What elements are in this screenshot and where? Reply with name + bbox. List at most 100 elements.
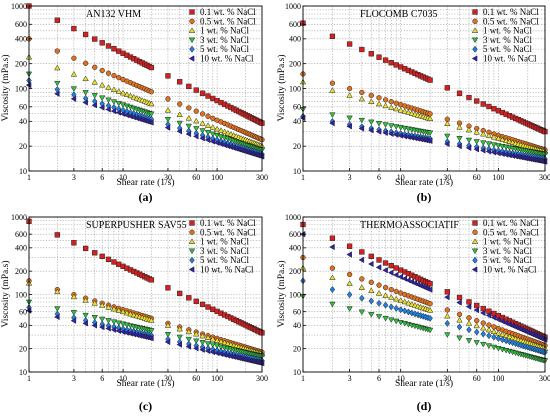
data-point — [91, 299, 98, 306]
y-axis-label: Viscosity (mPa.s) — [0, 55, 11, 122]
data-point — [329, 235, 336, 241]
data-point — [54, 80, 61, 87]
data-point — [186, 105, 192, 111]
data-point — [185, 336, 192, 343]
data-point — [148, 335, 154, 342]
legend-marker — [189, 229, 195, 235]
legend-entry: 1 wt. % NaCl — [483, 26, 532, 36]
data-point — [426, 286, 433, 293]
data-point — [148, 64, 155, 71]
data-point — [105, 84, 112, 90]
data-point — [217, 127, 225, 133]
data-point — [387, 269, 394, 276]
data-point — [490, 142, 498, 148]
series-2 — [26, 36, 265, 143]
data-point — [465, 338, 473, 344]
data-point — [491, 333, 497, 341]
data-point — [382, 284, 389, 291]
data-point — [148, 100, 155, 107]
x-tick-label: 6 — [377, 374, 381, 383]
data-point — [358, 256, 365, 264]
data-point — [99, 302, 106, 308]
data-point — [376, 282, 382, 288]
data-point — [204, 341, 212, 347]
y-tick-label: 1000 — [11, 2, 27, 11]
data-point — [176, 120, 183, 127]
data-point — [358, 125, 365, 132]
data-point — [444, 85, 450, 91]
chart-title: THERMOASSOCIATIF — [360, 220, 459, 231]
y-tick-label: 10 — [293, 167, 301, 176]
x-tick-label: 30 — [164, 374, 172, 383]
data-point — [393, 105, 400, 112]
data-point — [382, 57, 389, 63]
data-point — [346, 251, 352, 258]
data-point — [199, 128, 206, 134]
series-6 — [299, 231, 548, 344]
legend-marker — [471, 238, 479, 244]
data-point — [82, 320, 88, 327]
data-point — [465, 303, 472, 310]
x-tick-label: 6 — [100, 374, 104, 383]
data-point — [346, 306, 353, 312]
data-point — [54, 288, 61, 295]
data-point — [480, 330, 486, 338]
data-point — [186, 83, 192, 90]
y-tick-label: 400 — [15, 244, 27, 253]
x-tick-label: 1 — [27, 374, 31, 383]
data-point — [490, 133, 498, 140]
panel-label: (b) — [417, 190, 432, 204]
y-tick-label: 100 — [15, 84, 27, 93]
data-point — [185, 343, 192, 350]
data-point — [382, 260, 389, 266]
x-tick-label: 60 — [192, 374, 200, 383]
data-point — [502, 137, 510, 144]
data-point — [499, 336, 506, 344]
x-tick-label: 3 — [348, 173, 352, 182]
data-point — [444, 293, 450, 301]
data-point — [192, 345, 199, 352]
legend-marker — [189, 220, 195, 226]
data-point — [119, 110, 126, 118]
data-point — [204, 334, 212, 340]
y-tick-label: 40 — [293, 117, 301, 126]
data-point — [456, 323, 463, 331]
data-point — [199, 120, 206, 126]
data-point — [329, 87, 336, 93]
data-point — [397, 306, 404, 314]
legend-marker — [471, 248, 479, 255]
data-point — [499, 136, 506, 142]
legend-entry: 10 wt. % NaCl — [483, 265, 537, 275]
y-tick-label: 200 — [15, 267, 27, 276]
data-point — [329, 274, 336, 281]
data-point — [479, 147, 486, 154]
data-point — [193, 298, 199, 305]
data-point — [54, 17, 60, 23]
x-tick-label: 60 — [473, 374, 481, 383]
y-tick-label: 200 — [289, 267, 301, 276]
data-point — [368, 98, 375, 105]
x-axis-label: Shear rate (1/s) — [395, 378, 453, 389]
data-point — [192, 133, 199, 140]
data-point — [474, 98, 480, 104]
data-point — [209, 138, 216, 145]
data-point — [165, 96, 171, 102]
legend-marker — [471, 27, 479, 33]
panel-label: (d) — [417, 399, 432, 413]
data-point — [209, 348, 216, 356]
data-point — [105, 256, 112, 263]
legend-entry: 3 wt. % NaCl — [200, 35, 249, 45]
legend-entry: 0.1 wt. % NaCl — [200, 218, 256, 228]
legend-entry: 3 wt. % NaCl — [483, 35, 532, 45]
data-point — [185, 328, 192, 335]
data-point — [359, 89, 365, 96]
data-point — [486, 103, 492, 110]
x-tick-label: 100 — [492, 173, 504, 182]
y-tick-label: 40 — [19, 321, 27, 330]
data-point — [388, 303, 394, 311]
data-point — [91, 93, 98, 99]
data-point — [105, 106, 111, 113]
data-point — [359, 46, 365, 53]
x-axis-label: Shear rate (1/s) — [395, 177, 453, 188]
data-point — [91, 315, 98, 321]
